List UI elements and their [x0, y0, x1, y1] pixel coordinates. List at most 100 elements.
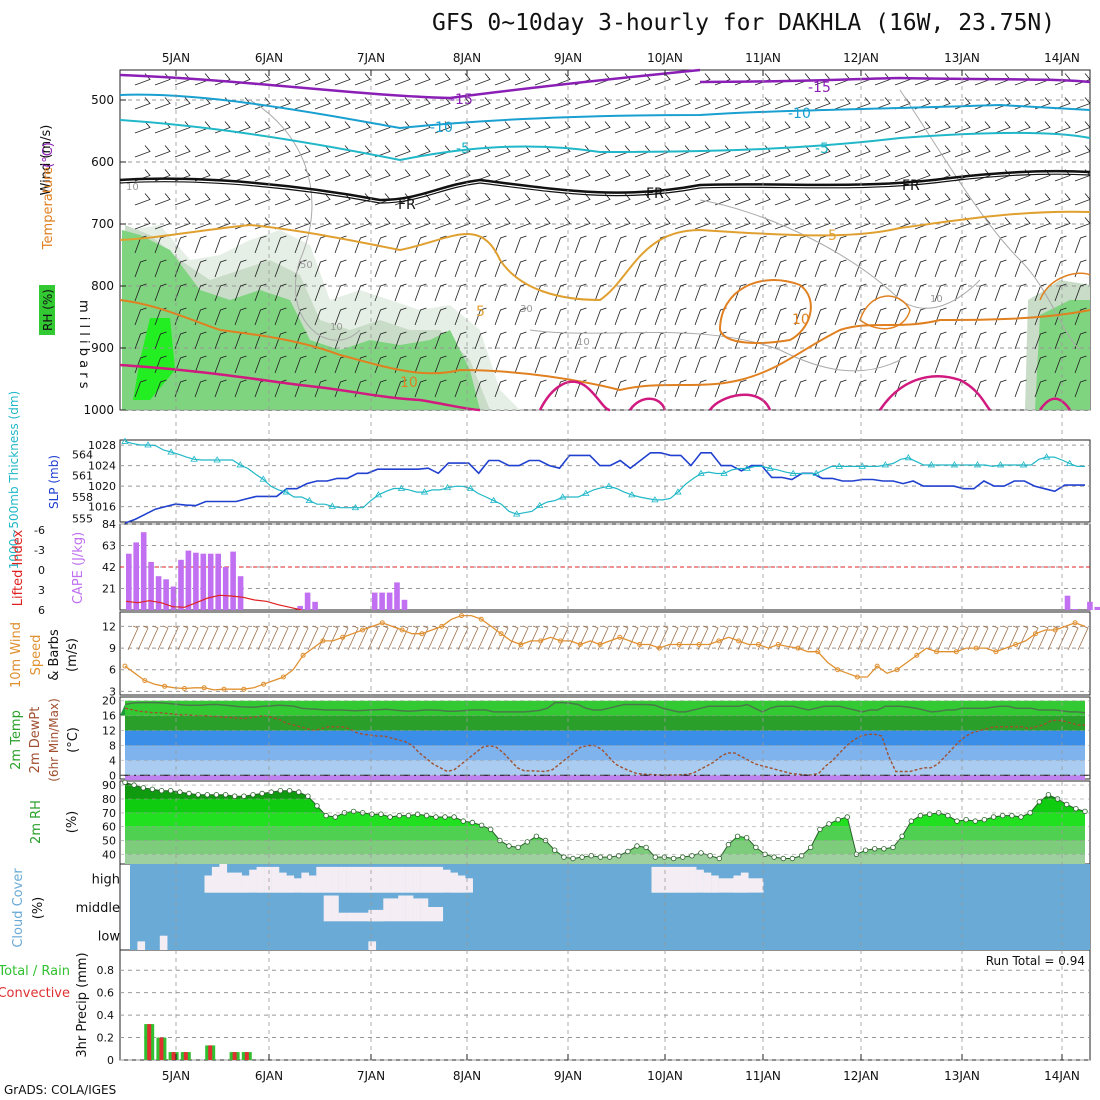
wind-barb — [734, 235, 747, 254]
wind-barb — [614, 331, 627, 350]
rh-point — [963, 817, 969, 823]
wind-barb — [234, 169, 251, 182]
wind10-barb — [967, 625, 979, 651]
wind10-barb — [447, 625, 459, 651]
wind-barb — [594, 97, 611, 110]
wind-barb — [354, 145, 371, 158]
wind-barb — [674, 121, 691, 134]
wind-barb — [294, 145, 311, 158]
wind-barb — [714, 235, 727, 254]
wind-barb — [234, 283, 247, 302]
cloud-cell — [413, 898, 421, 922]
wind-barb — [1014, 259, 1027, 278]
wind-barb — [534, 259, 547, 278]
cloud-cell — [331, 866, 339, 893]
wind-barb — [334, 145, 351, 158]
wind-barb — [1034, 217, 1051, 230]
cloud-cell — [338, 866, 347, 893]
wind10-point — [518, 642, 524, 647]
cloud-cell — [450, 872, 459, 893]
wind-barb — [734, 97, 751, 110]
precip-convective-bar — [171, 1052, 176, 1060]
cloud-cell — [733, 875, 742, 893]
wind-barb — [774, 121, 791, 134]
wind10-barb — [757, 625, 769, 651]
wind-barb — [534, 169, 551, 182]
wind10-unit-label: (m/s) — [65, 638, 80, 672]
thickness-point — [397, 484, 406, 491]
cape-bar — [200, 553, 207, 610]
wind-barb — [794, 331, 807, 350]
wind-barb — [934, 307, 947, 326]
wind10-barb — [997, 625, 1009, 651]
wind-barb — [414, 97, 431, 110]
wind10-barb — [267, 625, 279, 651]
wind-barb — [1074, 283, 1087, 302]
wind-barb — [654, 169, 671, 182]
wind-barb — [274, 235, 287, 254]
cloud-cell — [681, 866, 689, 893]
precip-tick-label: 0.2 — [97, 1032, 115, 1045]
wind-barb — [754, 235, 767, 254]
wind-barb — [134, 355, 147, 374]
wind-barb — [174, 355, 187, 374]
wind-barb — [354, 331, 367, 350]
wind-barb — [514, 97, 531, 110]
wind-barb — [574, 307, 587, 326]
wind-barb — [554, 379, 567, 398]
thickness-point — [697, 469, 705, 476]
thickness-point — [651, 496, 659, 503]
wind-barb — [174, 193, 191, 206]
wind10-barb — [387, 625, 399, 651]
wind-barb — [274, 169, 291, 182]
wind-barb — [974, 121, 991, 134]
wind10-barb — [537, 625, 549, 651]
rh-point — [862, 847, 869, 853]
wind-barb — [674, 355, 687, 374]
wind-barb — [1074, 355, 1087, 374]
wind-barb — [1034, 235, 1047, 254]
wind-barb — [434, 331, 447, 350]
wind-barb — [714, 145, 731, 158]
wind10-barb — [807, 625, 819, 651]
wind-barb — [974, 379, 987, 398]
cloud-cell — [279, 872, 287, 893]
rh-point — [286, 788, 293, 794]
rh-contour-label: 10 — [330, 322, 343, 333]
wind-barb — [754, 97, 771, 110]
wind-barb — [374, 169, 391, 182]
wind10-tick-label: 12 — [102, 620, 116, 633]
cape-bar — [207, 553, 214, 610]
wind-barb — [754, 307, 767, 326]
wind10-barb — [797, 625, 809, 651]
wind-barb — [394, 379, 407, 398]
thickness-point — [881, 461, 890, 468]
thickness-point — [466, 484, 475, 491]
wind-barb — [674, 283, 687, 302]
rh-point — [277, 788, 284, 794]
wind10-barb — [637, 625, 649, 651]
rh-shade-mid-right — [1025, 280, 1090, 410]
thickness-tick-label: 564 — [72, 448, 93, 461]
cloud-cell — [726, 878, 734, 893]
wind10-barb — [397, 625, 409, 651]
wind-barb — [494, 169, 511, 182]
wind-barb — [514, 73, 531, 86]
wind-barb — [1034, 307, 1047, 326]
wind10-point — [597, 642, 603, 647]
wind-barb — [554, 283, 567, 302]
wind-barb — [374, 121, 391, 134]
wind-barb — [1034, 121, 1051, 134]
temperature-contour — [119, 299, 1091, 392]
cloud-cell — [375, 866, 384, 893]
wind10-barb — [237, 625, 249, 651]
wind-barb — [854, 217, 871, 230]
wind10-barb — [347, 625, 359, 651]
wind10-barb — [227, 625, 239, 651]
wind10-barb — [727, 625, 739, 651]
lifted-tick-label: -6 — [34, 524, 45, 537]
wind-barb — [1054, 283, 1067, 302]
wind-barb — [614, 169, 631, 182]
wind-barb — [794, 259, 807, 278]
wind-barb — [714, 379, 727, 398]
